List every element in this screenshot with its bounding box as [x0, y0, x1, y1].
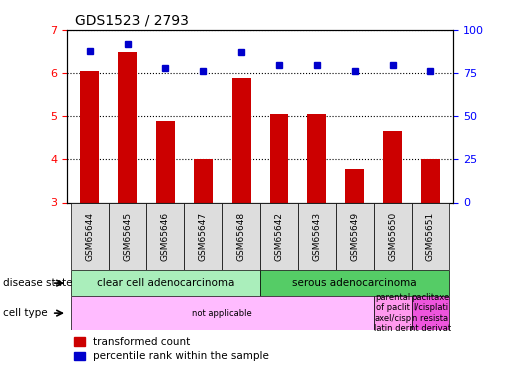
- Text: GSM65650: GSM65650: [388, 211, 397, 261]
- Text: clear cell adenocarcinoma: clear cell adenocarcinoma: [97, 278, 234, 288]
- Bar: [260, 270, 450, 296]
- Bar: [374, 202, 411, 270]
- Text: GSM65648: GSM65648: [236, 211, 246, 261]
- Text: disease state: disease state: [3, 278, 72, 288]
- Text: GSM65644: GSM65644: [85, 212, 94, 261]
- Text: GSM65642: GSM65642: [274, 212, 284, 261]
- Text: paclitaxe
l/cisplati
n resista
nt derivat: paclitaxe l/cisplati n resista nt deriva…: [410, 293, 451, 333]
- Bar: [109, 202, 146, 270]
- Bar: [222, 202, 260, 270]
- Bar: [260, 202, 298, 270]
- Bar: [71, 202, 109, 270]
- Bar: [307, 114, 327, 202]
- Bar: [184, 202, 222, 270]
- Bar: [336, 202, 374, 270]
- Bar: [411, 202, 450, 270]
- Text: GSM65643: GSM65643: [313, 211, 321, 261]
- Bar: [71, 296, 374, 330]
- Bar: [71, 270, 260, 296]
- Bar: [421, 159, 440, 203]
- Bar: [383, 131, 402, 203]
- Bar: [232, 78, 251, 203]
- Bar: [118, 52, 137, 202]
- Text: GDS1523 / 2793: GDS1523 / 2793: [75, 13, 188, 27]
- Text: GSM65646: GSM65646: [161, 211, 170, 261]
- Text: cell type: cell type: [3, 308, 47, 318]
- Bar: [146, 202, 184, 270]
- Text: parental
of paclit
axel/cisp
latin deri: parental of paclit axel/cisp latin deri: [374, 293, 411, 333]
- Bar: [298, 202, 336, 270]
- Text: GSM65647: GSM65647: [199, 211, 208, 261]
- Text: serous adenocarcinoma: serous adenocarcinoma: [293, 278, 417, 288]
- Bar: [269, 114, 288, 202]
- Text: not applicable: not applicable: [192, 309, 252, 318]
- Bar: [194, 159, 213, 202]
- Bar: [374, 296, 411, 330]
- Text: GSM65649: GSM65649: [350, 211, 359, 261]
- Bar: [345, 169, 364, 202]
- Legend: transformed count, percentile rank within the sample: transformed count, percentile rank withi…: [72, 335, 271, 363]
- Bar: [411, 296, 450, 330]
- Text: GSM65645: GSM65645: [123, 211, 132, 261]
- Bar: [80, 71, 99, 202]
- Bar: [156, 122, 175, 202]
- Text: GSM65651: GSM65651: [426, 211, 435, 261]
